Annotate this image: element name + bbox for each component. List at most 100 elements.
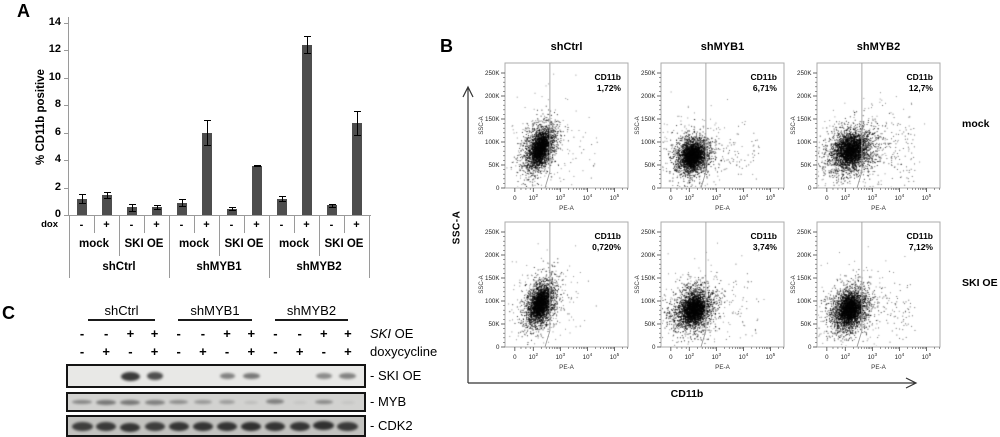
a-table-line <box>119 215 120 233</box>
svg-text:50K: 50K <box>488 162 500 169</box>
flow-column-title: shMYB1 <box>700 41 745 53</box>
svg-text:200K: 200K <box>641 252 656 259</box>
a-table-line <box>69 256 70 278</box>
a-dox-sign: - <box>279 219 284 231</box>
flow-column-title: shMYB2 <box>856 41 901 53</box>
panel-a-y-axis-title: % CD11b positive <box>35 69 47 165</box>
a-y-tick-label: 2 <box>54 180 61 193</box>
blot-band <box>313 420 335 430</box>
ski-rest-label: OE <box>390 326 414 341</box>
bar <box>326 205 337 215</box>
a-y-tick <box>64 187 68 189</box>
svg-text:SSC-A: SSC-A <box>635 275 641 293</box>
a-y-tick <box>64 105 68 107</box>
svg-text:250K: 250K <box>641 70 656 77</box>
flow-column-title: shCtrl <box>550 41 583 53</box>
blot-band <box>292 400 307 404</box>
svg-text:0: 0 <box>513 195 517 202</box>
a-y-tick-label: 12 <box>48 43 61 56</box>
c-ski-oe-sign: - <box>79 326 85 341</box>
svg-text:103: 103 <box>556 352 566 361</box>
blot-label: - CDK2 <box>370 418 413 433</box>
a-y-axis-line <box>68 17 69 215</box>
flow-outer-axes-arrows <box>462 85 918 389</box>
blot-label: - SKI OE <box>370 368 422 383</box>
panel-b-letter: B <box>440 36 453 56</box>
error-bar-cap <box>203 144 211 146</box>
bar <box>76 198 87 215</box>
svg-text:103: 103 <box>556 193 566 202</box>
flow-scatter-shMYB2-SKI-OE <box>818 223 939 346</box>
bar <box>301 44 312 215</box>
svg-text:0: 0 <box>652 344 656 351</box>
error-bar <box>106 192 108 198</box>
bar <box>151 206 162 215</box>
flow-scatter-shMYB1-SKI-OE <box>662 223 783 346</box>
svg-text:SSC-A: SSC-A <box>791 275 797 293</box>
a-table-line <box>294 215 295 233</box>
a-group-label: shCtrl <box>102 261 136 273</box>
svg-text:102: 102 <box>685 352 695 361</box>
svg-text:250K: 250K <box>485 229 500 236</box>
c-ski-oe-sign: - <box>273 326 278 341</box>
svg-text:12,7%: 12,7% <box>909 83 934 93</box>
blot-band <box>169 400 189 404</box>
svg-text:0: 0 <box>669 195 673 202</box>
c-dox-sign: - <box>224 344 230 359</box>
a-y-tick <box>64 77 68 79</box>
svg-text:200K: 200K <box>485 93 500 100</box>
error-bar-cap <box>78 202 86 204</box>
svg-text:102: 102 <box>841 193 851 202</box>
svg-text:7,12%: 7,12% <box>909 242 934 252</box>
svg-text:200K: 200K <box>641 93 656 100</box>
c-group-underline <box>88 319 155 321</box>
svg-text:0: 0 <box>496 185 500 192</box>
blot-band <box>120 371 140 381</box>
blot-band <box>266 398 285 404</box>
error-bar <box>331 204 333 207</box>
svg-text:0: 0 <box>808 185 812 192</box>
svg-text:0: 0 <box>496 344 500 351</box>
c-dox-sign: + <box>150 344 159 359</box>
a-dox-sign: + <box>203 219 210 231</box>
error-bar-cap <box>328 206 336 208</box>
blot-band <box>219 373 235 379</box>
bar <box>176 202 187 215</box>
svg-text:0: 0 <box>825 195 829 202</box>
a-y-tick-label: 10 <box>48 70 61 83</box>
blot-strip <box>66 364 366 388</box>
svg-text:105: 105 <box>922 352 932 361</box>
svg-text:CD11b: CD11b <box>751 72 777 82</box>
a-dox-sign: - <box>129 219 134 231</box>
error-bar-cap <box>178 206 186 208</box>
bar <box>251 165 262 215</box>
c-group-underline <box>275 319 348 321</box>
a-table-line <box>169 233 170 256</box>
arrow-up-icon <box>462 85 474 98</box>
blot-band <box>340 400 355 404</box>
flow-outer-y-label: SSC-A <box>451 210 463 245</box>
svg-text:250K: 250K <box>797 70 812 77</box>
c-ski-oe-sign: - <box>104 326 109 341</box>
error-bar-cap <box>353 111 361 113</box>
flow-plot-frame-shMYB1-mock: 0 50K 100K 150K 200K 250K 0 102 103 104 105 PE-A SSC… <box>635 62 785 212</box>
doxycycline-row-label: doxycycline <box>370 344 438 359</box>
svg-text:SSC-A: SSC-A <box>791 116 797 134</box>
svg-text:PE-A: PE-A <box>715 364 730 371</box>
a-condition-label: mock <box>178 238 210 250</box>
a-condition-label: SKI OE <box>324 238 364 250</box>
error-bar-cap <box>153 208 161 210</box>
flow-scatter-shCtrl-SKI-OE <box>506 223 627 346</box>
a-y-tick-label: 4 <box>54 153 61 166</box>
a-table-line <box>194 215 195 233</box>
blot-band <box>217 421 238 431</box>
svg-text:0: 0 <box>669 354 673 361</box>
svg-text:PE-A: PE-A <box>559 205 574 212</box>
blot-band <box>71 421 93 431</box>
svg-text:50K: 50K <box>644 162 656 169</box>
c-group-label: shCtrl <box>104 303 139 318</box>
c-dox-sign: + <box>344 344 352 359</box>
error-bar-cap <box>228 210 236 212</box>
